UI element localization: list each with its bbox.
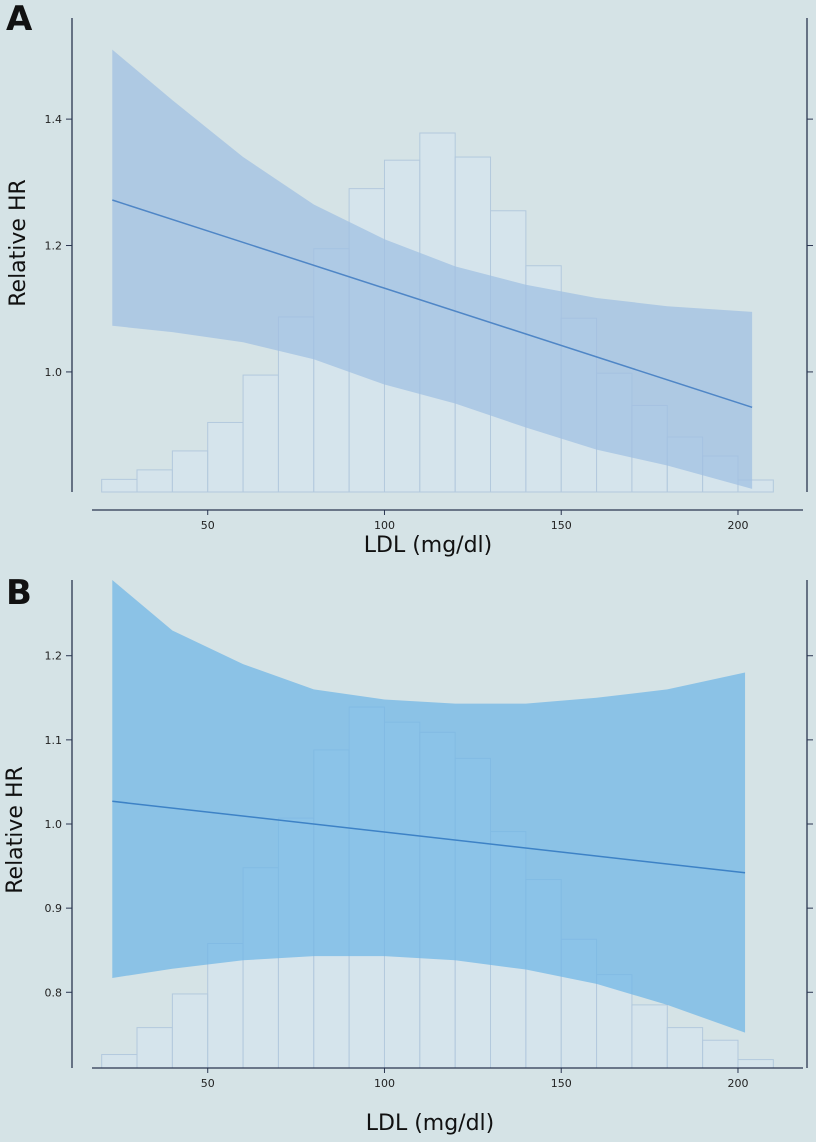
panel-b-hist-bar-190 xyxy=(702,1039,739,1069)
panel-a-hr-line xyxy=(112,199,753,409)
panel-b-ytick-label: 0.9 xyxy=(45,902,63,915)
panel-a-ytick-label: 1.4 xyxy=(45,113,63,126)
panel-b-hist-bar-40 xyxy=(171,993,209,1069)
panel-a-band-area xyxy=(112,49,753,489)
panel-a-xtick-label: 100 xyxy=(374,519,395,532)
panel-a-hist-bar-30 xyxy=(136,469,173,493)
panel-b-xtick-label: 100 xyxy=(374,1077,395,1090)
panel-a-y-axis-title: Relative HR xyxy=(6,179,31,307)
panel-b-hist-bar-170 xyxy=(631,1004,668,1069)
panel-a: A 1.0 1.2 1.4 50 100 150 200 LDL (mg/dl) Relat… xyxy=(6,0,813,558)
panel-b-ytick-label: 1.0 xyxy=(45,818,63,831)
panel-b-band-area xyxy=(112,580,746,1033)
panel-a-letter: A xyxy=(6,0,33,39)
panel-b-axes: 0.8 0.9 1.0 1.1 1.2 50 100 150 200 xyxy=(45,580,813,1090)
panel-a-hist-bar-60 xyxy=(242,374,279,493)
panel-a-ytick-label: 1.2 xyxy=(45,240,63,253)
panel-a-hist-bar-20 xyxy=(101,478,138,493)
panel-b-hist-bar-200 xyxy=(737,1059,774,1069)
panel-a-xtick-label: 200 xyxy=(727,519,748,532)
panel-a-confidence-band xyxy=(112,49,753,489)
panel-a-xtick-label: 50 xyxy=(201,519,215,532)
panel-a-hr-line-group xyxy=(112,199,753,409)
panel-a-axes: 1.0 1.2 1.4 50 100 150 200 xyxy=(45,18,813,532)
panel-b-y-axis-title: Relative HR xyxy=(3,766,28,894)
panel-b-xtick-label: 50 xyxy=(201,1077,215,1090)
panel-b-hist-bar-50 xyxy=(207,942,244,1069)
panel-b-confidence-band xyxy=(112,580,746,1033)
panel-a-ytick-label: 1.0 xyxy=(45,366,63,379)
panel-b-ytick-label: 1.1 xyxy=(45,734,63,747)
panel-b: B 0.8 0.9 1.0 1.1 1.2 50 100 150 200 LDL (mg/dl)… xyxy=(3,573,813,1136)
panel-b-x-axis-title: LDL (mg/dl) xyxy=(366,1111,495,1136)
panel-a-hist-bar-40 xyxy=(171,450,209,493)
panel-b-hist-bar-180 xyxy=(666,1027,704,1069)
panel-a-x-axis-title: LDL (mg/dl) xyxy=(364,533,493,558)
panel-b-xtick-label: 200 xyxy=(727,1077,748,1090)
panel-a-hist-bar-50 xyxy=(207,421,244,493)
panel-b-ytick-label: 1.2 xyxy=(45,650,63,663)
panel-a-xtick-label: 150 xyxy=(551,519,572,532)
panel-b-hr-line-group xyxy=(112,800,746,874)
panel-b-ytick-label: 0.8 xyxy=(45,986,63,999)
panel-b-hist-bar-30 xyxy=(136,1027,173,1069)
panel-b-letter: B xyxy=(6,573,32,613)
panel-b-xtick-label: 150 xyxy=(551,1077,572,1090)
panel-b-hist-bar-20 xyxy=(101,1054,138,1069)
panel-b-hr-line xyxy=(112,800,746,874)
